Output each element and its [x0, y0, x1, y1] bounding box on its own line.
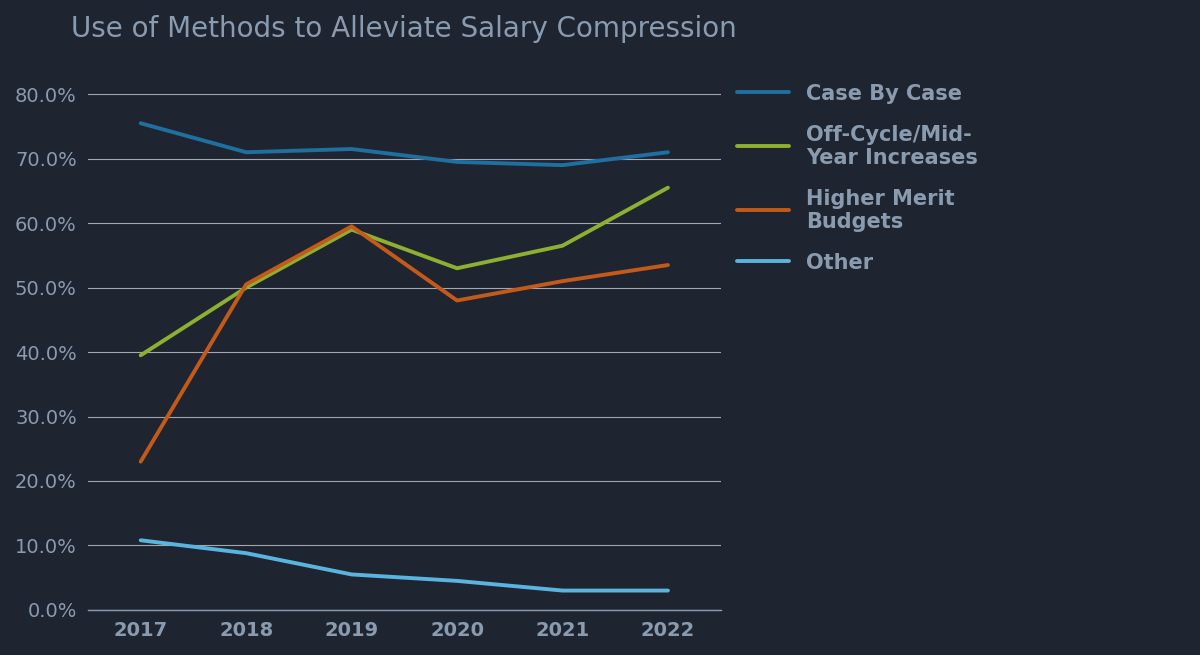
Case By Case	[450, 158, 464, 166]
Line: Other: Other	[140, 540, 668, 591]
Off-Cycle/Mid-
Year Increases	[450, 265, 464, 272]
Title: Use of Methods to Alleviate Salary Compression: Use of Methods to Alleviate Salary Compr…	[72, 15, 737, 43]
Case By Case	[133, 119, 148, 127]
Higher Merit
Budgets	[133, 458, 148, 466]
Off-Cycle/Mid-
Year Increases	[239, 284, 253, 291]
Other	[661, 587, 676, 595]
Higher Merit
Budgets	[450, 297, 464, 305]
Case By Case	[661, 148, 676, 156]
Higher Merit
Budgets	[344, 223, 359, 231]
Line: Off-Cycle/Mid-
Year Increases: Off-Cycle/Mid- Year Increases	[140, 188, 668, 355]
Off-Cycle/Mid-
Year Increases	[344, 226, 359, 234]
Case By Case	[239, 148, 253, 156]
Other	[450, 577, 464, 585]
Other	[344, 571, 359, 578]
Case By Case	[344, 145, 359, 153]
Higher Merit
Budgets	[239, 280, 253, 288]
Line: Case By Case: Case By Case	[140, 123, 668, 165]
Other	[556, 587, 570, 595]
Off-Cycle/Mid-
Year Increases	[556, 242, 570, 250]
Other	[133, 536, 148, 544]
Off-Cycle/Mid-
Year Increases	[661, 184, 676, 192]
Line: Higher Merit
Budgets: Higher Merit Budgets	[140, 227, 668, 462]
Other	[239, 550, 253, 557]
Higher Merit
Budgets	[661, 261, 676, 269]
Higher Merit
Budgets	[556, 277, 570, 285]
Legend: Case By Case, Off-Cycle/Mid-
Year Increases, Higher Merit
Budgets, Other: Case By Case, Off-Cycle/Mid- Year Increa…	[738, 83, 978, 273]
Case By Case	[556, 161, 570, 169]
Off-Cycle/Mid-
Year Increases	[133, 351, 148, 359]
